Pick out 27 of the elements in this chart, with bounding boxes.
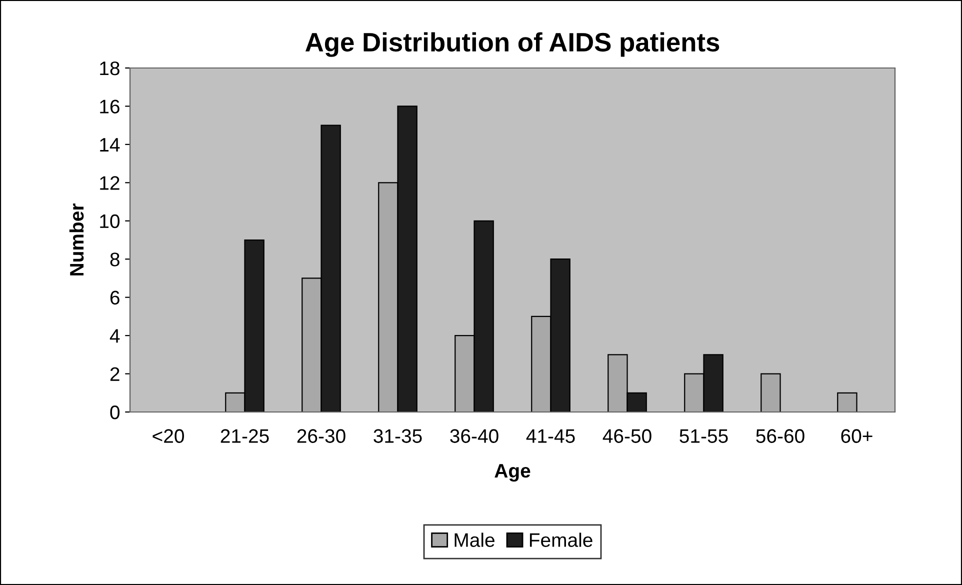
x-tick-label: 26-30 — [297, 429, 346, 443]
x-axis-title: Age — [494, 464, 530, 482]
y-tick-label: 6 — [110, 290, 120, 305]
x-tick-label: 51-55 — [680, 429, 728, 443]
bar — [760, 373, 781, 412]
x-tick-label: 60+ — [841, 429, 872, 443]
y-tick-label: 8 — [110, 252, 120, 266]
y-axis-title: Number — [69, 204, 84, 276]
x-tick-label: 41-45 — [526, 429, 575, 443]
x-tick-label: 46-50 — [602, 429, 652, 443]
x-tick-label: 31-35 — [374, 429, 422, 443]
x-tick-label: 36-40 — [450, 429, 498, 443]
y-tick-label: 10 — [100, 214, 120, 228]
y-tick-label: 0 — [110, 405, 120, 420]
x-tick-label: <20 — [152, 429, 184, 443]
y-tick-label: 12 — [100, 176, 120, 190]
y-tick-label: 4 — [110, 329, 120, 343]
chart-title: Age Distribution of AIDS patients — [305, 32, 720, 57]
y-tick-label: 2 — [110, 367, 120, 381]
legend-label: Male — [454, 532, 494, 547]
x-tick-label: 21-25 — [220, 429, 269, 443]
y-tick-label: 14 — [100, 138, 120, 152]
y-tick-label: 18 — [100, 61, 120, 76]
y-tick-label: 16 — [100, 100, 120, 114]
bar — [837, 392, 858, 412]
legend-label: Female — [530, 532, 592, 547]
x-tick-label: 56-60 — [756, 429, 804, 443]
